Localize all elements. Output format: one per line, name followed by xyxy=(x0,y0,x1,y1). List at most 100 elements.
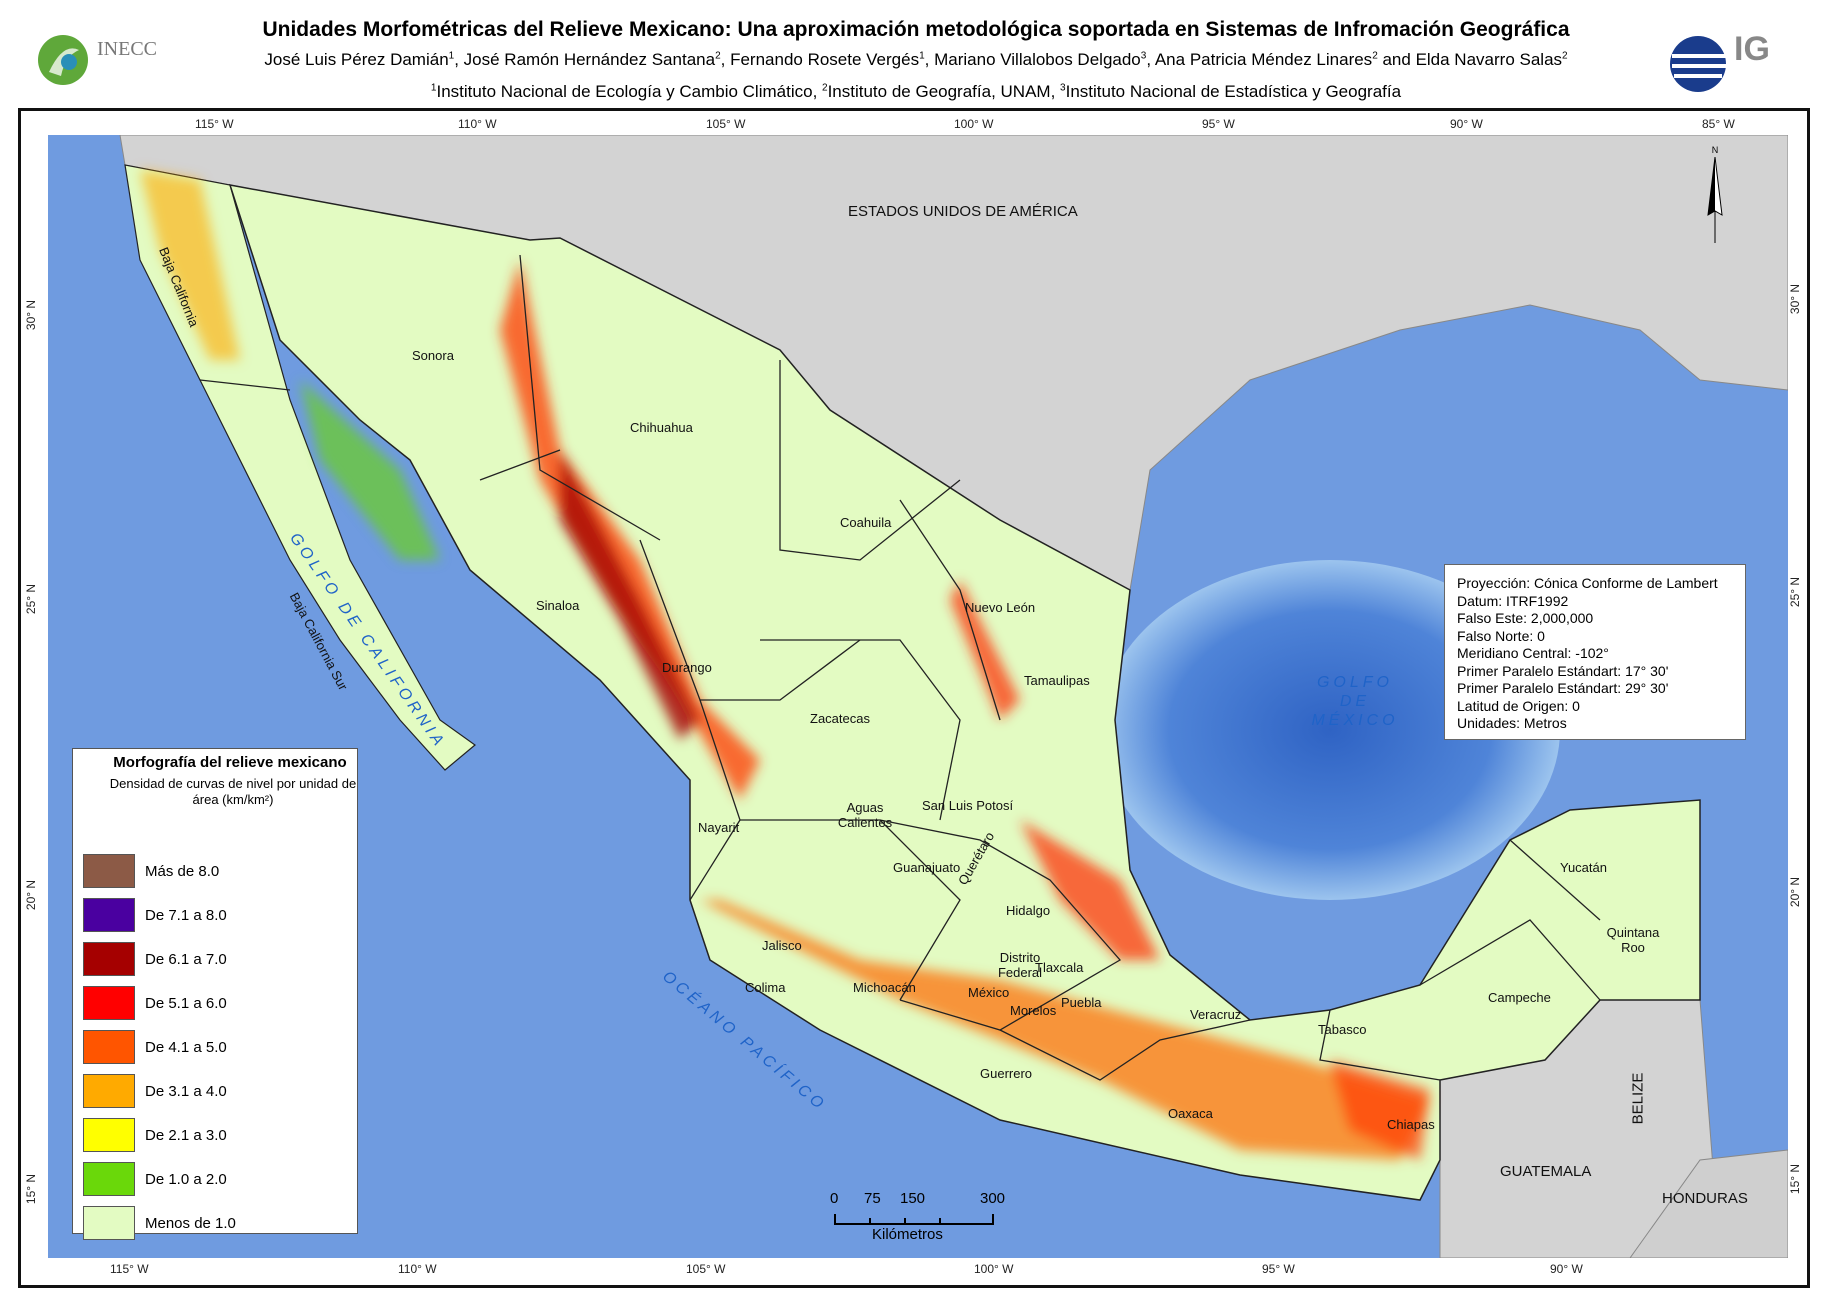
state-label: Sonora xyxy=(412,348,454,363)
legend-item: De 7.1 a 8.0 xyxy=(83,897,227,933)
state-label: Michoacán xyxy=(853,980,916,995)
author-name: Mariano Villalobos Delgado xyxy=(934,50,1141,69)
author-name: José Ramón Hernández Santana xyxy=(463,50,716,69)
state-label: Oaxaca xyxy=(1168,1106,1213,1121)
author-affiliation: 2 xyxy=(1372,50,1378,62)
graticule-label: 15° N xyxy=(1788,1163,1803,1195)
projection-line: Falso Norte: 0 xyxy=(1457,627,1545,644)
author-affiliation: 3 xyxy=(1140,50,1147,62)
state-label: Puebla xyxy=(1061,995,1102,1010)
state-label: Campeche xyxy=(1488,990,1551,1005)
state-label: Durango xyxy=(662,660,712,675)
legend-label: De 5.1 a 6.0 xyxy=(145,994,227,1012)
graticule-label: 15° N xyxy=(24,1173,39,1205)
state-label: Colima xyxy=(745,980,786,995)
graticule-label: 105° W xyxy=(706,117,746,131)
state-label: Veracruz xyxy=(1190,1007,1242,1022)
projection-line: Primer Paralelo Estándart: 17° 30' xyxy=(1457,662,1669,679)
label-belize: BELIZE xyxy=(1629,1072,1647,1125)
scale-tick: 0 xyxy=(830,1190,839,1207)
scale-tick: 150 xyxy=(900,1190,926,1207)
state-label: Nayarit xyxy=(698,820,740,835)
state-label: Morelos xyxy=(1010,1003,1057,1018)
label-golfo-mexico: GOLFO DE MÉXICO xyxy=(1305,673,1405,730)
state-label: Aguas Calientes xyxy=(837,800,893,830)
state-label: Guerrero xyxy=(980,1066,1033,1081)
institution-number: 2 xyxy=(822,82,828,94)
state-label: Nuevo León xyxy=(965,600,1036,615)
graticule-label: 25° N xyxy=(1788,576,1803,608)
institution-name: Instituto de Geografía, UNAM xyxy=(827,82,1051,101)
graticule-label: 20° N xyxy=(1788,876,1803,908)
legend-item: De 5.1 a 6.0 xyxy=(83,985,227,1021)
graticule-label: 85° W xyxy=(1702,117,1735,131)
legend-swatch xyxy=(83,1118,135,1152)
north-arrow: N xyxy=(1700,145,1730,245)
graticule-label: 115° W xyxy=(195,117,234,131)
projection-line: Datum: ITRF1992 xyxy=(1457,592,1569,609)
legend-item: De 1.0 a 2.0 xyxy=(83,1161,227,1197)
state-label: Hidalgo xyxy=(1006,903,1051,918)
graticule-label: 105° W xyxy=(686,1262,726,1276)
legend-item: De 4.1 a 5.0 xyxy=(83,1029,227,1065)
institution-name: Instituto Nacional de Estadística y Geog… xyxy=(1065,82,1402,101)
label-guatemala: GUATEMALA xyxy=(1500,1163,1592,1180)
legend-swatch xyxy=(83,1074,135,1108)
author-affiliation: 1 xyxy=(448,50,455,62)
author-name: José Luis Pérez Damián xyxy=(264,50,449,69)
gulf-line-3: MÉXICO xyxy=(1311,712,1399,729)
projection-line: Proyección: Cónica Conforme de Lambert xyxy=(1457,575,1718,591)
legend-item: De 6.1 a 7.0 xyxy=(83,941,227,977)
legend-label: Más de 8.0 xyxy=(145,862,220,880)
legend-subtitle: Densidad de curvas de nivel por unidad d… xyxy=(109,776,357,807)
label-usa: ESTADOS UNIDOS DE AMÉRICA xyxy=(848,203,1078,220)
graticule-label: 115° W xyxy=(110,1262,149,1276)
north-arrow-icon xyxy=(1707,156,1723,243)
legend-label: De 7.1 a 8.0 xyxy=(145,906,227,924)
legend-swatch xyxy=(83,854,135,888)
legend-label: De 3.1 a 4.0 xyxy=(145,1082,227,1100)
state-label: Tlaxcala xyxy=(1035,960,1084,975)
legend-swatch xyxy=(83,1030,135,1064)
legend-label: De 6.1 a 7.0 xyxy=(145,950,227,968)
projection-info-box: Proyección: Cónica Conforme de Lambert Da… xyxy=(1444,564,1746,740)
scale-tick: 300 xyxy=(980,1190,1006,1207)
state-label: Zacatecas xyxy=(810,711,870,726)
projection-line: Primer Paralelo Estándart: 29° 30' xyxy=(1457,680,1669,696)
legend-label: Menos de 1.0 xyxy=(145,1214,236,1232)
scale-unit: Kilómetros xyxy=(872,1226,943,1243)
legend-item: De 2.1 a 3.0 xyxy=(83,1117,227,1153)
state-label: Quintana Roo xyxy=(1606,925,1660,955)
institution-name: Instituto Nacional de Ecología y Cambio … xyxy=(436,82,813,101)
state-label: Sinaloa xyxy=(536,598,580,613)
ig-logo-text: IG xyxy=(1734,30,1770,68)
legend-label: De 2.1 a 3.0 xyxy=(145,1126,227,1144)
scale-bar-graphic xyxy=(834,1214,994,1225)
graticule-label: 20° N xyxy=(24,879,39,911)
graticule-label: 90° W xyxy=(1550,1262,1583,1276)
graticule-label: 25° N xyxy=(24,583,39,615)
author-affiliation: 1 xyxy=(919,50,925,62)
gulf-line-2: DE xyxy=(1339,693,1371,710)
institutions-line: 1Instituto Nacional de Ecología y Cambio… xyxy=(430,82,1402,101)
authors-line: José Luis Pérez Damián1, José Ramón Hern… xyxy=(264,50,1568,69)
scale-tick: 75 xyxy=(864,1190,881,1207)
institution-number: 1 xyxy=(430,82,437,94)
legend-swatch xyxy=(83,942,135,976)
legend-swatch xyxy=(83,898,135,932)
projection-line: Meridiano Central: -102° xyxy=(1457,645,1609,661)
state-label: Jalisco xyxy=(762,938,802,953)
gulf-line-1: GOLFO xyxy=(1316,674,1393,691)
honduras-land xyxy=(1629,1149,1788,1258)
legend-label: De 1.0 a 2.0 xyxy=(145,1170,227,1188)
author-affiliation: 2 xyxy=(715,50,721,62)
projection-line: Unidades: Metros xyxy=(1457,715,1567,731)
legend-item: Más de 8.0 xyxy=(83,853,219,889)
logo-inecc: INECC xyxy=(35,32,185,92)
scale-bar: 0 75 150 300 Kilómetros xyxy=(820,1186,1005,1246)
state-label: Tabasco xyxy=(1318,1022,1367,1037)
legend-swatch xyxy=(83,1206,135,1240)
ig-emblem-icon xyxy=(1670,36,1726,92)
state-label: Distrito Federal xyxy=(997,950,1043,980)
state-label: Coahuila xyxy=(840,515,892,530)
